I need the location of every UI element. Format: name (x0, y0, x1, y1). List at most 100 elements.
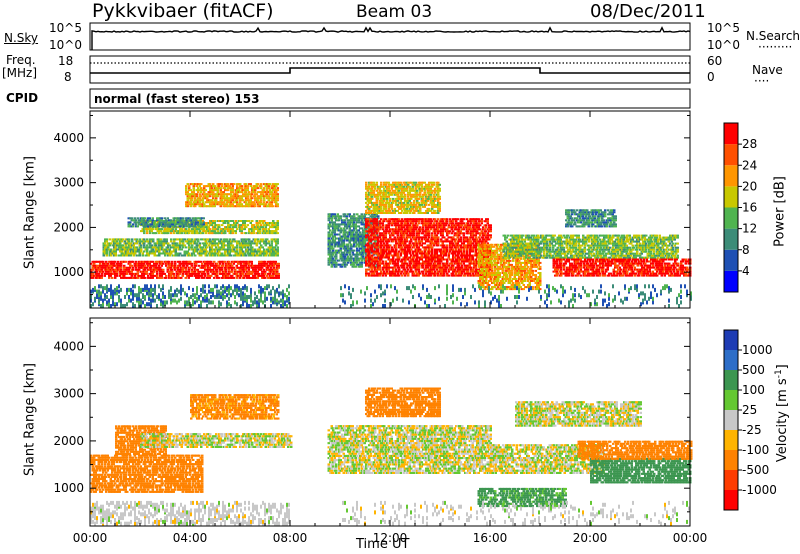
power-cell (372, 253, 375, 256)
power-cell (216, 276, 219, 279)
power-cell (270, 222, 273, 224)
power-cell (126, 250, 129, 253)
power-cell (417, 234, 420, 237)
power-cell (275, 189, 278, 192)
power-cell (114, 254, 117, 257)
power-cell (236, 183, 239, 186)
power-cell (234, 222, 237, 224)
power-cell (239, 252, 242, 255)
power-cell (143, 240, 146, 243)
power-cell (393, 224, 396, 227)
power-cell (354, 265, 357, 268)
power-cell (219, 197, 222, 200)
power-cell (249, 248, 252, 251)
power-cell (434, 254, 437, 257)
power-cell (183, 225, 186, 228)
power-cell (195, 250, 198, 253)
power-cell (426, 238, 429, 241)
power-cell (374, 268, 377, 271)
power-cell (213, 240, 216, 243)
power-cell (249, 264, 252, 267)
power-cell (269, 226, 272, 229)
power-cell (212, 248, 215, 251)
power-cell (378, 226, 381, 229)
power-cell (375, 268, 378, 271)
power-cell (131, 252, 134, 255)
power-cell (201, 242, 204, 245)
power-cell (153, 264, 156, 267)
power-cell (384, 218, 387, 221)
power-cell (351, 239, 354, 242)
power-cell (356, 235, 359, 238)
power-cell (327, 247, 330, 250)
power-cell (435, 240, 438, 243)
power-cell (212, 189, 215, 192)
power-cell (273, 240, 276, 243)
power-cell (233, 183, 236, 186)
power-cell (437, 256, 440, 259)
power-cell (416, 232, 419, 235)
power-cell (225, 264, 228, 267)
power-cell (269, 246, 272, 249)
power-cell (210, 250, 213, 253)
power-cell (374, 246, 377, 249)
power-cell (159, 217, 162, 220)
power-cell (266, 195, 269, 198)
power-cell (429, 258, 432, 261)
power-cell (150, 260, 153, 263)
power-cell (247, 270, 250, 273)
power-cell (269, 205, 272, 208)
power-cell (186, 274, 189, 277)
power-cell (434, 258, 437, 261)
power-cell (356, 247, 359, 250)
power-cell (269, 201, 272, 204)
power-cell (176, 254, 179, 257)
power-cell (399, 264, 402, 267)
power-cell (171, 242, 174, 245)
power-cell (209, 191, 212, 194)
power-cell (363, 261, 366, 264)
power-cell (190, 223, 193, 226)
power-cell (142, 274, 145, 277)
power-cell (417, 266, 420, 269)
power-cell (270, 230, 273, 233)
power-cell (148, 264, 151, 267)
power-cell (160, 217, 163, 220)
power-cell (252, 205, 255, 208)
power-cell (146, 254, 149, 257)
power-cell (212, 222, 215, 224)
power-cell (432, 244, 435, 247)
power-cell (228, 232, 231, 235)
power-cell (408, 252, 411, 255)
power-cell (126, 248, 129, 251)
power-cell (123, 248, 126, 251)
power-cell (228, 230, 231, 233)
power-cell (257, 205, 260, 208)
power-cell (426, 228, 429, 231)
power-cell (215, 203, 218, 206)
power-cell (225, 244, 228, 247)
power-cell (405, 254, 408, 257)
power-cell (393, 274, 396, 277)
power-cell (108, 268, 111, 271)
power-cell (473, 274, 476, 277)
power-cell (420, 264, 423, 267)
power-cell (149, 252, 152, 255)
power-cell (268, 276, 271, 279)
power-cell (339, 245, 342, 248)
power-cell (333, 259, 336, 262)
power-cell (117, 248, 120, 251)
power-cell (198, 270, 201, 273)
power-cell (257, 191, 260, 194)
power-cell (368, 272, 371, 275)
power-cell (242, 193, 245, 196)
power-cell (153, 268, 156, 271)
power-cell (432, 228, 435, 231)
power-cell (236, 222, 239, 224)
power-cell (223, 268, 226, 271)
power-cell (203, 205, 206, 208)
power-cell (183, 230, 186, 233)
power-cell (243, 262, 246, 265)
power-cell (207, 228, 210, 231)
power-cell (395, 244, 398, 247)
